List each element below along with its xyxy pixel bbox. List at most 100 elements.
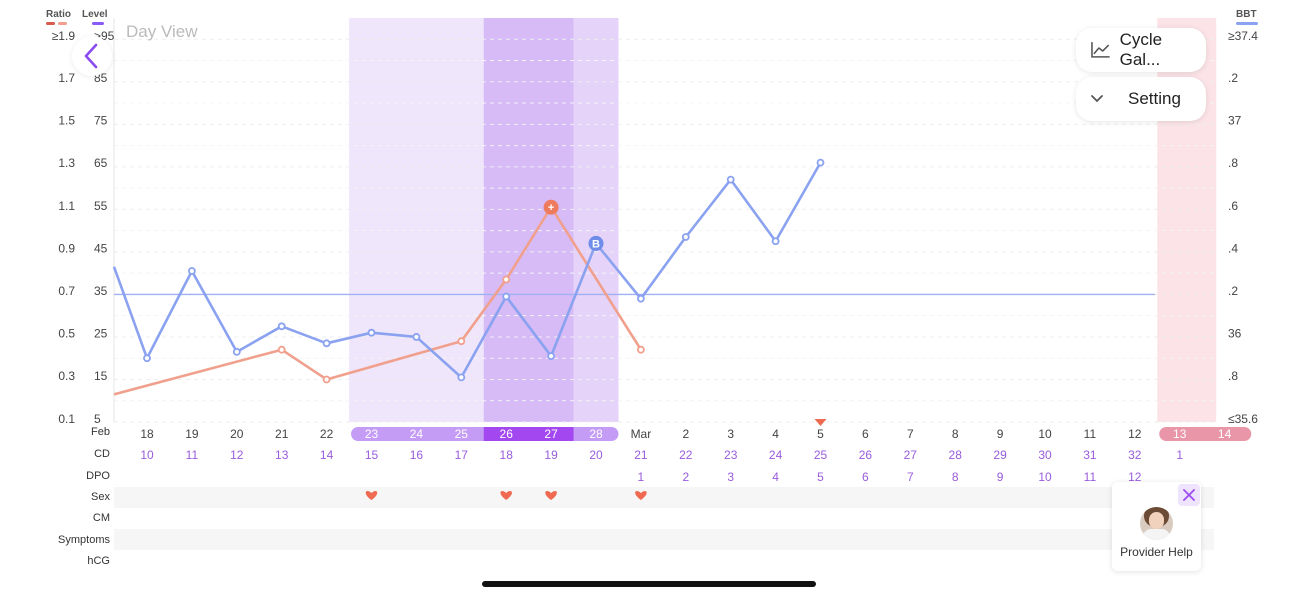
bbt-tick-label: 37	[1228, 114, 1242, 128]
ratio-point	[277, 345, 286, 354]
row-label-cm: CM	[92, 512, 110, 524]
bbt-point	[187, 267, 196, 275]
date-label: 24	[410, 427, 424, 441]
dpo-value: 3	[727, 470, 734, 484]
bbt-tick-label: ≥37.4	[1228, 29, 1258, 43]
home-indicator	[482, 581, 816, 587]
ratio-tick-label: 1.3	[58, 156, 75, 170]
cd-value: 18	[500, 448, 514, 462]
bbt-tick-label: .4	[1228, 241, 1238, 255]
bbt-point	[726, 175, 735, 184]
level-legend-label: Level	[82, 9, 108, 20]
cd-value: 23	[724, 448, 738, 462]
date-label: 8	[952, 427, 959, 441]
cd-value: 1	[1176, 448, 1183, 462]
bbt-point	[547, 352, 555, 360]
symptoms-row-bg	[114, 529, 1214, 550]
setting-label: Setting	[1128, 89, 1181, 108]
cd-value: 12	[230, 448, 244, 462]
date-label: 4	[772, 427, 779, 441]
row-label-dpo: DPO	[86, 470, 110, 482]
sex-row-bg	[114, 487, 1214, 508]
cycle-gallery-label: Cycle Gal...	[1119, 30, 1163, 69]
bbt-point	[681, 233, 690, 241]
heart-icon	[500, 490, 512, 500]
ratio-legend-swatch-light	[58, 22, 67, 25]
ratio-tick-label: ≥1.9	[52, 29, 76, 43]
bbt-tick-label: .6	[1228, 199, 1238, 213]
line-chart-icon	[1091, 42, 1110, 58]
dpo-value: 2	[682, 470, 689, 484]
bbt-tick-label: 36	[1228, 327, 1242, 341]
cd-value: 16	[410, 448, 424, 462]
level-tick-label: 25	[94, 327, 108, 341]
cd-value: 13	[275, 448, 289, 462]
bbt-point	[322, 339, 331, 348]
bbt-tick-label: .2	[1228, 284, 1238, 298]
cd-value: 15	[365, 448, 379, 462]
bbt-point	[232, 347, 241, 356]
cd-value: 19	[544, 448, 558, 462]
dpo-value: 7	[907, 470, 914, 484]
level-tick-label: 75	[94, 114, 108, 128]
provider-help-card[interactable]: Provider Help	[1112, 482, 1201, 571]
cd-value: 25	[814, 448, 828, 462]
heart-icon	[365, 490, 378, 500]
bbt-point	[816, 158, 825, 167]
date-label: 3	[727, 427, 734, 441]
cd-value: 21	[634, 448, 648, 462]
cd-value: 17	[455, 448, 469, 462]
ratio-point	[502, 275, 511, 284]
ratio-tick-label: 1.1	[58, 199, 75, 213]
heart-icon	[635, 490, 647, 500]
bbt-point	[367, 328, 376, 337]
cd-value: 32	[1128, 448, 1142, 462]
chevron-down-icon	[1091, 95, 1103, 103]
date-label: 27	[544, 427, 558, 441]
cd-value: 24	[769, 448, 783, 462]
cycle-gallery-button[interactable]: Cycle Gal...	[1076, 28, 1206, 72]
row-label-cd: CD	[94, 448, 110, 460]
date-label: 2	[682, 427, 689, 441]
date-label: 5	[817, 427, 824, 441]
date-label: 12	[1128, 427, 1142, 441]
back-button[interactable]	[72, 36, 112, 76]
ratio-tick-label: 0.7	[58, 284, 75, 298]
bbt-point	[277, 322, 286, 331]
date-label: 10	[1038, 427, 1052, 441]
cd-value: 28	[949, 448, 963, 462]
dpo-value: 11	[1084, 470, 1097, 484]
date-label: 25	[455, 427, 469, 441]
ratio-annotation-marker	[543, 199, 559, 215]
date-label: 11	[1084, 427, 1097, 441]
dpo-value: 4	[772, 470, 779, 484]
dpo-value: 6	[862, 470, 869, 484]
cd-value: 27	[904, 448, 918, 462]
date-label: 28	[589, 427, 603, 441]
cd-value: 31	[1083, 448, 1097, 462]
date-label: 20	[230, 427, 244, 441]
date-label: 19	[185, 427, 199, 441]
level-legend-swatch	[92, 22, 104, 25]
provider-help-label: Provider Help	[1120, 545, 1193, 559]
date-label: 6	[862, 427, 869, 441]
ratio-tick-label: 0.9	[58, 241, 75, 255]
level-tick-label: 35	[94, 284, 108, 298]
date-label: 13	[1173, 427, 1187, 441]
row-label-symptoms: Symptoms	[58, 534, 110, 546]
dpo-value: 5	[817, 470, 824, 484]
cd-value: 11	[186, 448, 199, 462]
date-label: 23	[365, 427, 379, 441]
row-label-hcg: hCG	[87, 555, 110, 567]
bbt-legend-swatch	[1236, 22, 1258, 25]
ratio-tick-label: 0.1	[58, 412, 75, 426]
bbt-point	[143, 354, 151, 363]
level-tick-label: 65	[94, 156, 108, 170]
dpo-value: 10	[1038, 470, 1052, 484]
date-label: 21	[275, 427, 289, 441]
date-label: Mar	[631, 427, 652, 441]
row-label-date: Feb	[91, 426, 110, 438]
setting-button[interactable]: Setting	[1076, 77, 1206, 121]
row-label-sex: Sex	[91, 491, 110, 503]
close-button[interactable]	[1178, 484, 1200, 506]
